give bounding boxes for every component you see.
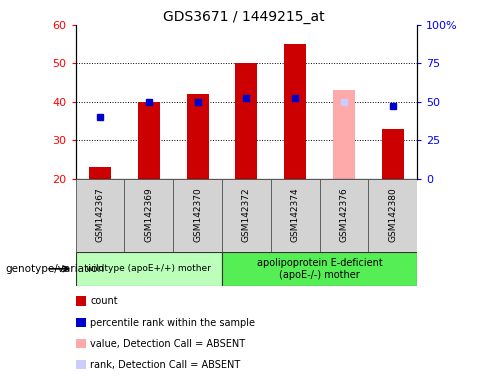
Text: count: count	[90, 296, 118, 306]
Text: genotype/variation: genotype/variation	[5, 264, 104, 274]
Text: rank, Detection Call = ABSENT: rank, Detection Call = ABSENT	[90, 360, 241, 370]
FancyBboxPatch shape	[222, 252, 417, 286]
Text: percentile rank within the sample: percentile rank within the sample	[90, 318, 255, 328]
FancyBboxPatch shape	[320, 179, 368, 252]
Bar	[138, 102, 160, 179]
Text: GSM142369: GSM142369	[144, 188, 153, 242]
Text: value, Detection Call = ABSENT: value, Detection Call = ABSENT	[90, 339, 245, 349]
FancyBboxPatch shape	[76, 179, 124, 252]
Text: GSM142376: GSM142376	[340, 188, 348, 242]
Bar	[89, 167, 111, 179]
Text: apolipoprotein E-deficient
(apoE-/-) mother: apolipoprotein E-deficient (apoE-/-) mot…	[257, 258, 383, 280]
FancyBboxPatch shape	[173, 179, 222, 252]
Text: wildtype (apoE+/+) mother: wildtype (apoE+/+) mother	[86, 264, 211, 273]
Text: GSM142372: GSM142372	[242, 188, 251, 242]
Bar	[333, 90, 355, 179]
Bar	[187, 94, 209, 179]
Bar	[285, 44, 306, 179]
FancyBboxPatch shape	[222, 179, 271, 252]
Text: GSM142380: GSM142380	[388, 188, 397, 242]
Bar	[382, 129, 404, 179]
FancyBboxPatch shape	[368, 179, 417, 252]
Text: GSM142370: GSM142370	[193, 188, 202, 242]
Bar	[236, 63, 258, 179]
FancyBboxPatch shape	[124, 179, 173, 252]
Text: GDS3671 / 1449215_at: GDS3671 / 1449215_at	[163, 10, 325, 23]
FancyBboxPatch shape	[271, 179, 320, 252]
Text: GSM142367: GSM142367	[96, 188, 104, 242]
FancyBboxPatch shape	[76, 252, 222, 286]
Text: GSM142374: GSM142374	[291, 188, 300, 242]
